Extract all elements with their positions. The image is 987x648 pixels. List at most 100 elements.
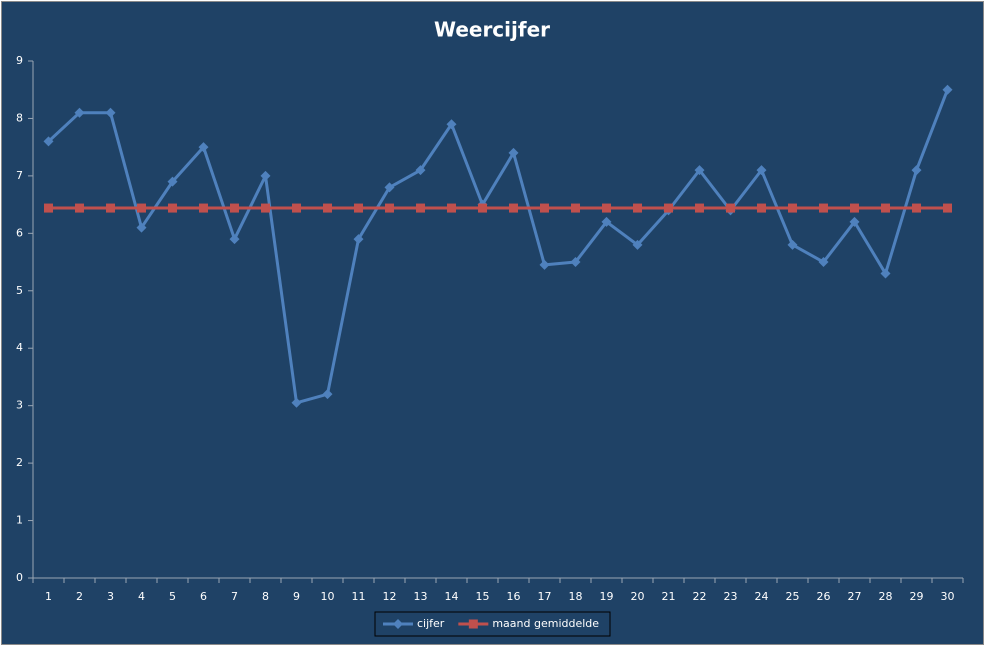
y-tick-label: 5 xyxy=(16,284,23,297)
x-tick-label: 23 xyxy=(724,590,738,603)
data-point xyxy=(571,203,580,213)
data-point xyxy=(726,203,735,213)
data-point xyxy=(74,107,85,118)
data-point xyxy=(384,182,395,193)
x-tick-label: 18 xyxy=(569,590,583,603)
chart-title: Weercijfer xyxy=(434,18,550,42)
data-point xyxy=(818,257,829,268)
data-point xyxy=(137,203,146,213)
x-tick-label: 25 xyxy=(786,590,800,603)
x-tick-label: 27 xyxy=(848,590,862,603)
x-tick-label: 4 xyxy=(138,590,145,603)
x-tick-label: 15 xyxy=(476,590,490,603)
data-point xyxy=(664,203,673,213)
data-point xyxy=(260,170,271,181)
x-tick-label: 7 xyxy=(231,590,238,603)
x-tick-label: 13 xyxy=(414,590,428,603)
data-point xyxy=(632,239,643,250)
y-tick-label: 9 xyxy=(16,54,23,67)
data-point xyxy=(850,203,859,213)
x-tick-label: 6 xyxy=(200,590,207,603)
data-point xyxy=(478,203,487,213)
x-tick-label: 11 xyxy=(352,590,366,603)
y-tick-label: 4 xyxy=(16,341,23,354)
y-tick-label: 1 xyxy=(16,514,23,527)
data-point xyxy=(446,119,457,130)
data-point xyxy=(106,203,115,213)
data-point xyxy=(539,259,550,270)
x-tick-label: 5 xyxy=(169,590,176,603)
data-point xyxy=(943,203,952,213)
x-tick-label: 29 xyxy=(910,590,924,603)
data-point xyxy=(323,203,332,213)
data-point xyxy=(756,165,767,176)
x-tick-label: 10 xyxy=(321,590,335,603)
data-point xyxy=(136,222,147,233)
data-point xyxy=(43,136,54,147)
x-tick-label: 17 xyxy=(538,590,552,603)
data-point xyxy=(415,165,426,176)
x-tick-label: 30 xyxy=(941,590,955,603)
data-point xyxy=(849,216,860,227)
x-tick-label: 3 xyxy=(107,590,114,603)
data-point xyxy=(198,142,209,153)
data-point xyxy=(230,203,239,213)
legend-marker xyxy=(468,619,478,629)
y-tick-label: 8 xyxy=(16,111,23,124)
x-tick-label: 14 xyxy=(445,590,459,603)
data-point xyxy=(508,147,519,158)
data-point xyxy=(199,203,208,213)
data-point xyxy=(540,203,549,213)
data-point xyxy=(75,203,84,213)
legend-marker xyxy=(393,619,403,629)
data-point xyxy=(291,397,302,408)
data-point xyxy=(353,234,364,245)
y-tick-label: 6 xyxy=(16,226,23,239)
y-tick-label: 2 xyxy=(16,456,23,469)
data-point xyxy=(942,84,953,95)
data-point xyxy=(881,203,890,213)
data-point xyxy=(322,389,333,400)
x-tick-label: 24 xyxy=(755,590,769,603)
data-point xyxy=(787,239,798,250)
data-point xyxy=(757,203,766,213)
data-point xyxy=(601,216,612,227)
data-point xyxy=(509,203,518,213)
data-point xyxy=(695,203,704,213)
legend-label: maand gemiddelde xyxy=(492,617,599,630)
x-tick-label: 12 xyxy=(383,590,397,603)
data-point xyxy=(880,268,891,279)
data-point xyxy=(385,203,394,213)
legend-label: cijfer xyxy=(417,617,445,630)
x-tick-label: 2 xyxy=(76,590,83,603)
data-point xyxy=(105,107,116,118)
data-point xyxy=(416,203,425,213)
x-tick-label: 19 xyxy=(600,590,614,603)
y-tick-label: 0 xyxy=(16,571,23,584)
data-point xyxy=(447,203,456,213)
y-tick-label: 3 xyxy=(16,399,23,412)
x-tick-label: 22 xyxy=(693,590,707,603)
data-point xyxy=(261,203,270,213)
data-point xyxy=(570,257,581,268)
x-tick-label: 21 xyxy=(662,590,676,603)
data-point xyxy=(354,203,363,213)
x-tick-label: 20 xyxy=(631,590,645,603)
data-point xyxy=(788,203,797,213)
data-point xyxy=(694,165,705,176)
data-point xyxy=(167,176,178,187)
x-tick-label: 26 xyxy=(817,590,831,603)
series-line xyxy=(47,89,949,405)
data-point xyxy=(911,165,922,176)
x-tick-label: 16 xyxy=(507,590,521,603)
x-tick-label: 9 xyxy=(293,590,300,603)
data-point xyxy=(819,203,828,213)
y-tick-label: 7 xyxy=(16,169,23,182)
x-tick-label: 8 xyxy=(262,590,269,603)
data-point xyxy=(229,234,240,245)
data-point xyxy=(168,203,177,213)
data-point xyxy=(602,203,611,213)
data-point xyxy=(292,203,301,213)
data-point xyxy=(44,203,53,213)
